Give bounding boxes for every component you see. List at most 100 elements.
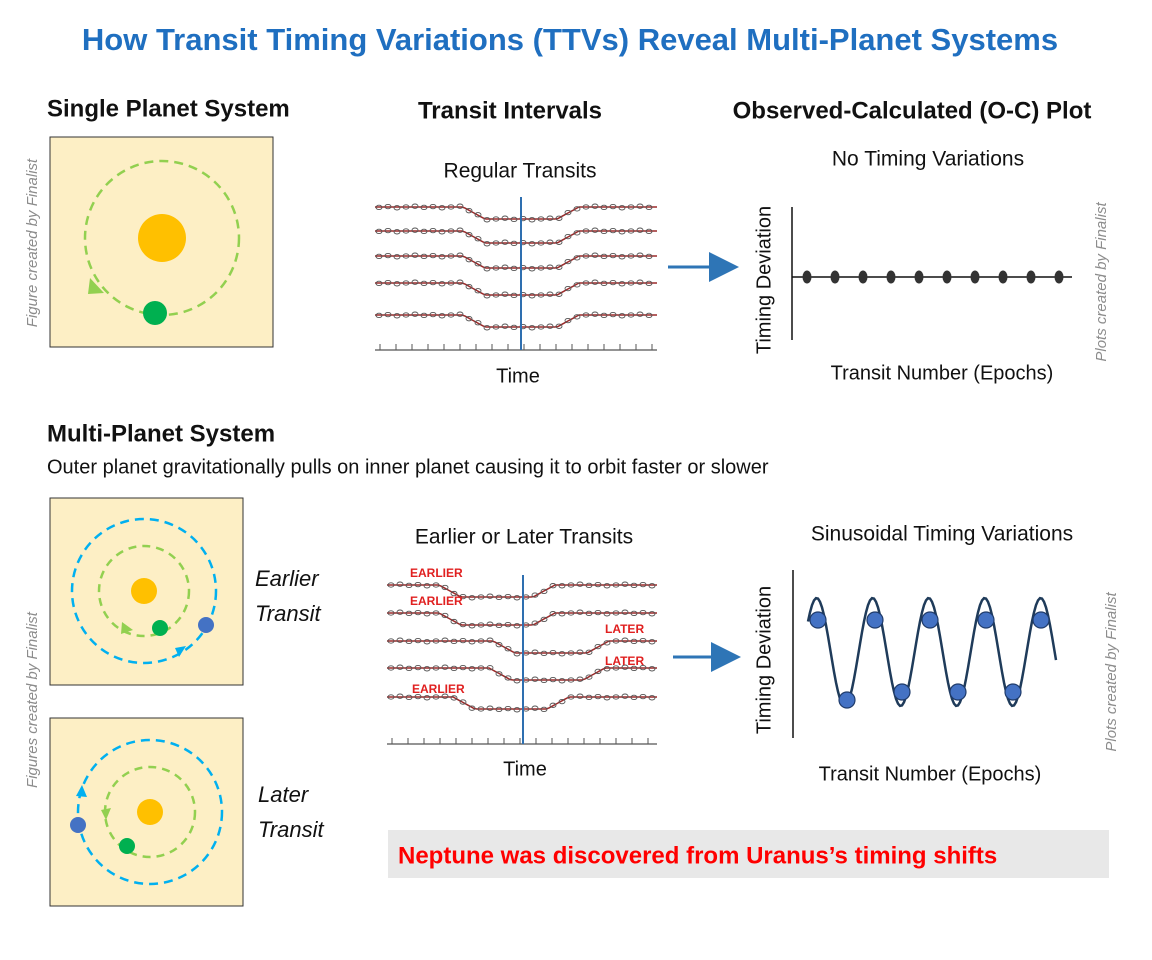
sample [456,279,464,285]
sample [441,664,449,670]
point [1054,270,1064,284]
sample [510,216,518,223]
sample [375,280,383,287]
sample [414,637,422,644]
sample [510,324,518,331]
orbit-arrow [88,278,104,294]
sample [384,279,392,286]
sample [459,593,467,600]
inner-orbit [97,544,191,638]
sample [558,678,566,684]
sample [459,637,467,644]
sample [432,665,440,671]
sample [600,280,608,287]
sample [432,694,440,700]
sample [537,216,545,222]
light-curves [375,197,657,351]
sample [618,254,626,260]
sample [555,215,563,221]
sample [402,253,410,259]
sample [492,216,500,222]
sample [396,664,404,670]
sample [393,281,401,287]
sample [387,694,395,700]
sample [396,609,404,615]
sample [648,611,656,617]
sample [555,239,563,245]
sample [627,228,635,234]
sample [531,592,539,598]
sample [531,676,539,682]
sample [627,253,635,259]
sine-plot [806,596,1058,709]
sample [384,227,392,234]
sample [603,583,611,589]
x-label: Time [503,758,547,780]
sample [465,208,473,214]
sample [540,650,548,657]
sample [384,203,392,210]
sample [513,678,521,684]
sample [546,264,554,270]
sample [546,291,554,297]
heading: Observed-Calculated (O-C) Plot [733,97,1092,124]
sample [645,280,653,287]
sample [447,312,455,318]
sample [582,204,590,210]
sample [645,253,653,260]
sample [648,583,656,589]
sample [537,324,545,330]
case-label: Transit [255,601,321,626]
point [1026,270,1036,284]
sample [582,253,590,259]
sample [495,706,503,713]
sample [402,312,410,318]
sample [645,228,653,235]
sample [600,204,608,211]
sample [504,621,512,628]
sample [495,671,503,677]
sample [573,255,581,261]
credit: Figure created by Finalist [24,158,41,327]
sample [645,204,653,211]
sample [567,694,575,700]
sample [549,702,557,708]
sample [636,279,644,285]
case-label: Earlier [255,566,320,591]
heading: Transit Intervals [418,97,602,124]
sample [612,638,620,644]
sample [393,313,401,319]
sample [627,280,635,286]
sample [564,285,572,292]
sample [567,582,575,588]
sample [609,203,617,210]
sample [603,695,611,701]
inner-planet [119,838,135,854]
sample [603,666,611,672]
sample [612,694,620,700]
sample [621,581,629,587]
sample [420,228,428,235]
sample [528,293,536,299]
point [942,270,952,284]
sample [639,664,647,671]
sample [564,317,572,324]
sample [546,323,554,329]
subtitle: Earlier or Later Transits [415,526,633,549]
sample [540,616,548,623]
sample [402,280,410,286]
sample [474,261,482,267]
sample [594,693,602,700]
point [1004,683,1022,701]
sample [639,609,647,616]
sample [510,265,518,272]
sample [375,312,383,319]
sample [564,258,572,265]
title: How Transit Timing Variations (TTVs) Rev… [82,22,1058,57]
sample [576,609,584,615]
sample [456,203,464,209]
sample [474,212,482,218]
outer-planet [198,617,214,633]
sample [582,228,590,234]
